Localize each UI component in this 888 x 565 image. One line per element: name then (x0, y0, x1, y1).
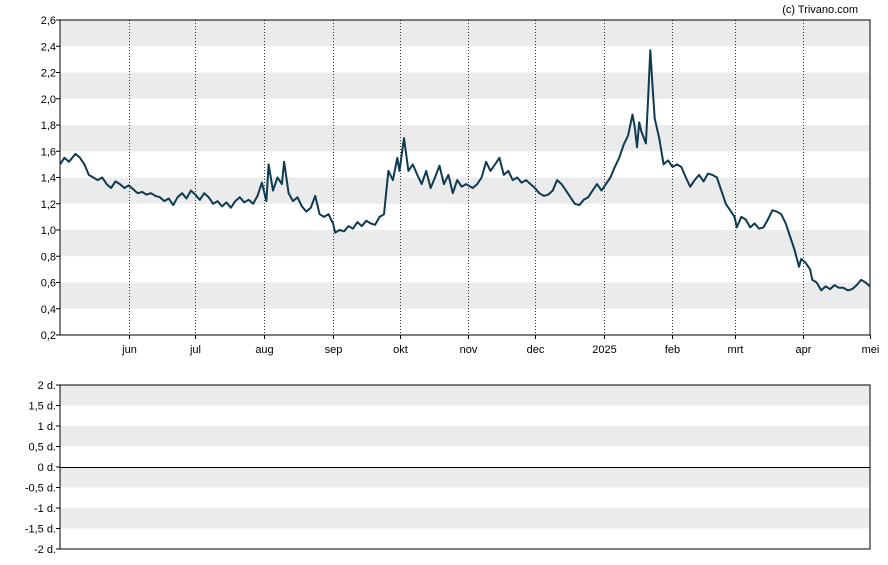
y-tick-label: 2 d. (38, 380, 56, 392)
grid-band (60, 426, 870, 447)
y-tick-label: 2,0 (41, 94, 56, 106)
x-tick-label: dec (527, 344, 545, 356)
grid-band (60, 177, 870, 204)
x-tick-label: apr (796, 344, 812, 356)
y-tick-label: -2 d. (34, 544, 56, 556)
x-tick-label: mrt (728, 344, 744, 356)
grid-band (60, 467, 870, 488)
x-tick-label: feb (665, 344, 680, 356)
x-tick-label: 2025 (592, 344, 616, 356)
y-tick-label: 1 d. (38, 421, 56, 433)
y-tick-label: 1,8 (41, 120, 56, 132)
y-tick-label: 2,6 (41, 15, 56, 27)
plot-frame (59, 384, 871, 550)
y-tick-label: 2,2 (41, 68, 56, 80)
plot-frame (59, 19, 871, 336)
y-tick-label: 1,5 d. (28, 401, 56, 413)
y-tick-label: 0,8 (41, 251, 56, 263)
y-tick-label: -0,5 d. (25, 483, 56, 495)
x-tick-label: jul (189, 344, 201, 356)
secondary-chart-panel: -2 d. -1,5 d. -1 d. -0,5 d. 0 d. 0,5 d. 1 d. 1,… (25, 380, 871, 556)
x-tick-label: mei (862, 344, 880, 356)
y-tick-label: 1,2 (41, 199, 56, 211)
price-line (59, 49, 871, 292)
grid-band (60, 508, 870, 529)
grid-band (60, 385, 870, 406)
y-tick-label: -1,5 d. (25, 524, 56, 536)
x-tick-label: sep (325, 344, 343, 356)
x-tick-label: nov (460, 344, 478, 356)
y-tick-label: 0 d. (38, 462, 56, 474)
grid-band (60, 230, 870, 257)
y-tick-label: 0,5 d. (28, 442, 56, 454)
y-tick-label: 1,4 (41, 173, 56, 185)
y-tick-label: -1 d. (34, 503, 56, 515)
grid-band (60, 125, 870, 152)
x-tick-label: okt (393, 344, 408, 356)
y-tick-label: 0,2 (41, 330, 56, 342)
y-tick-label: 1,0 (41, 225, 56, 237)
grid-band (60, 20, 870, 47)
grid-band (60, 282, 870, 309)
y-tick-label: 2,4 (41, 41, 56, 53)
watermark: (c) Trivano.com (782, 4, 858, 16)
x-tick-label: jun (121, 344, 137, 356)
grid-band (60, 72, 870, 99)
y-tick-label: 0,4 (41, 304, 56, 316)
price-chart-panel: 0,2 0,4 0,6 0,8 1,0 1,2 1,4 1,6 1,8 2,0 2,2 2,4 2,6 j… (41, 15, 880, 356)
x-tick-label: aug (255, 344, 273, 356)
y-tick-label: 0,6 (41, 278, 56, 290)
y-tick-label: 1,6 (41, 146, 56, 158)
